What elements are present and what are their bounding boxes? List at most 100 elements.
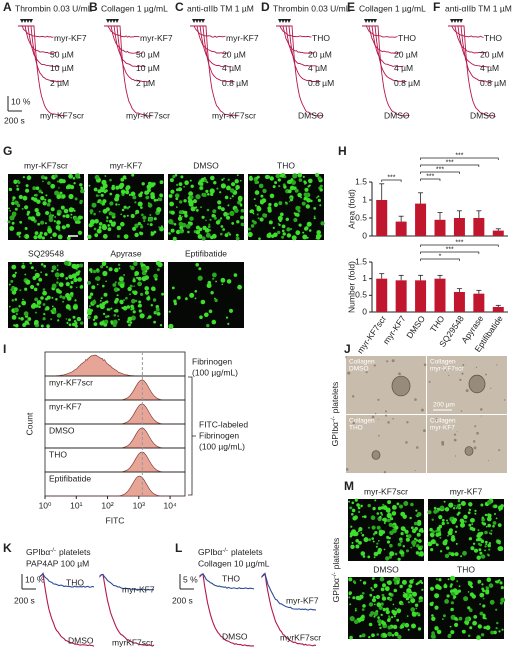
platelet — [169, 201, 175, 207]
trace-label: myrKF7scr — [112, 637, 153, 647]
platelet — [283, 185, 287, 189]
platelet — [371, 633, 375, 638]
platelet — [66, 321, 69, 324]
platelet — [279, 212, 284, 217]
platelet — [118, 276, 124, 282]
platelet — [7, 220, 11, 224]
platelet — [35, 304, 39, 308]
platelet — [234, 179, 239, 184]
platelet — [357, 530, 360, 533]
platelet — [415, 607, 418, 610]
platelet — [499, 581, 503, 585]
platelet — [217, 205, 222, 210]
platelet — [407, 534, 412, 538]
platelet — [55, 225, 61, 230]
condition: Collagen 10 µg/mL — [198, 558, 270, 568]
platelet — [212, 272, 217, 278]
platelet — [227, 178, 230, 181]
trace-label: 20 µM — [308, 49, 332, 59]
y-tick-label: 1 — [362, 194, 367, 204]
platelet — [386, 518, 391, 523]
platelet — [61, 194, 66, 199]
platelet — [401, 579, 407, 585]
trace — [448, 25, 484, 38]
platelet — [70, 292, 74, 296]
platelet — [391, 609, 396, 614]
debris — [456, 431, 458, 433]
platelet — [490, 630, 494, 635]
platelet — [105, 315, 108, 319]
platelet — [79, 263, 84, 268]
platelet — [283, 175, 287, 179]
platelet — [46, 202, 51, 207]
platelet — [56, 194, 62, 200]
platelet — [88, 295, 92, 300]
platelet — [409, 516, 412, 520]
platelet — [72, 322, 76, 327]
platelet — [189, 195, 194, 200]
platelet — [114, 196, 120, 202]
platelet — [113, 314, 117, 317]
platelet — [138, 300, 142, 304]
platelet — [260, 194, 264, 198]
platelet — [34, 297, 38, 302]
platelet — [126, 214, 129, 217]
platelet — [87, 315, 91, 319]
platelet — [472, 620, 477, 626]
platelet — [65, 318, 68, 320]
quadrant-label: myr-KF7scr — [430, 366, 464, 373]
platelet — [195, 194, 201, 200]
platelet — [210, 291, 214, 295]
platelet — [90, 309, 94, 312]
platelet — [388, 536, 391, 540]
platelet — [147, 223, 149, 226]
platelet — [199, 186, 203, 190]
platelet — [370, 587, 373, 589]
platelet — [98, 226, 102, 229]
platelet — [460, 522, 465, 528]
platelet — [362, 515, 364, 518]
platelet — [205, 219, 207, 222]
platelet — [179, 200, 183, 204]
platelet — [465, 616, 470, 622]
platelet — [488, 548, 491, 551]
platelet — [249, 176, 253, 181]
platelet — [468, 502, 473, 507]
debris — [448, 374, 450, 377]
platelet — [35, 186, 40, 190]
platelet — [471, 523, 474, 525]
platelet — [400, 532, 404, 536]
image-label: myr-KF7scr — [364, 486, 408, 496]
platelet — [452, 588, 458, 594]
platelet — [18, 231, 22, 235]
platelet — [58, 282, 64, 287]
platelet — [91, 300, 97, 305]
platelet — [31, 196, 35, 201]
platelet — [348, 577, 353, 582]
quadrant-label: DMSO — [349, 366, 369, 373]
platelet — [354, 609, 357, 612]
platelet — [51, 269, 54, 273]
debris — [461, 372, 464, 375]
platelet — [403, 591, 405, 594]
platelet — [354, 498, 358, 502]
platelet — [173, 223, 177, 226]
platelet — [18, 317, 21, 320]
platelet — [272, 226, 275, 229]
platelet — [117, 263, 121, 266]
platelet — [361, 614, 365, 618]
arrowhead — [284, 19, 288, 23]
platelet — [272, 185, 276, 189]
platelet — [65, 282, 70, 287]
rest: platelets — [231, 547, 263, 557]
platelet — [13, 287, 18, 292]
platelet — [361, 533, 365, 537]
platelet — [376, 512, 380, 515]
platelet — [118, 318, 120, 321]
platelet — [473, 548, 479, 553]
platelet — [442, 618, 444, 620]
platelet — [269, 193, 275, 199]
platelet — [297, 173, 303, 178]
platelet — [397, 634, 402, 640]
platelet — [351, 541, 354, 544]
